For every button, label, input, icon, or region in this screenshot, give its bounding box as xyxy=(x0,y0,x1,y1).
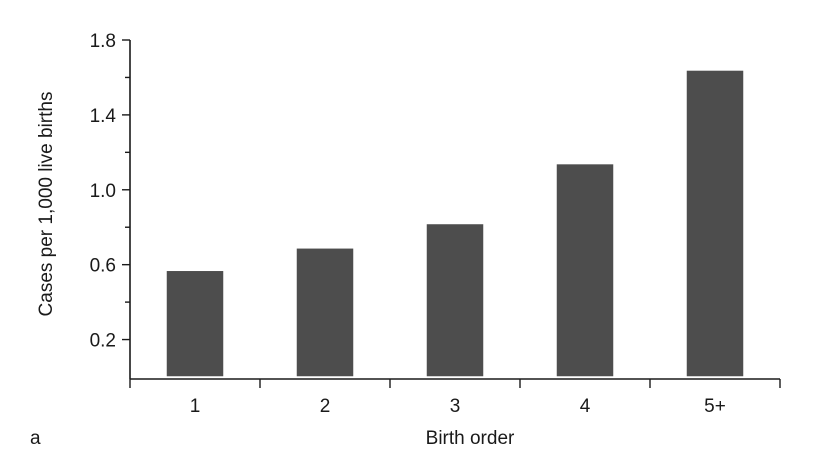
y-ticks-layer: 0.2 0.6 1.0 1.4 1.8 xyxy=(90,31,130,352)
bar-2 xyxy=(295,247,355,378)
bar-3 xyxy=(425,222,485,378)
panel-label: a xyxy=(30,428,41,449)
y-tick-label: 1.4 xyxy=(90,106,117,127)
x-tick-label: 2 xyxy=(320,396,331,417)
x-tick-label: 3 xyxy=(450,396,461,417)
y-tick-label: 0.6 xyxy=(90,256,116,277)
bars-layer xyxy=(165,69,745,378)
bar-5plus xyxy=(685,69,745,378)
x-tick-label: 5+ xyxy=(704,396,726,417)
y-axis-title: Cases per 1,000 live births xyxy=(36,92,57,317)
y-tick-label: 1.8 xyxy=(90,31,116,52)
x-tick-label: 4 xyxy=(580,396,591,417)
y-tick-label: 1.0 xyxy=(90,181,116,202)
x-axis-title: Birth order xyxy=(426,428,515,449)
axes-layer xyxy=(129,40,780,380)
x-ticks-layer: 1 2 3 4 5+ xyxy=(129,379,781,417)
y-tick-label: 0.2 xyxy=(90,331,116,352)
bar-1 xyxy=(165,269,225,378)
bar-4 xyxy=(555,162,615,378)
x-tick-label: 1 xyxy=(190,396,201,417)
